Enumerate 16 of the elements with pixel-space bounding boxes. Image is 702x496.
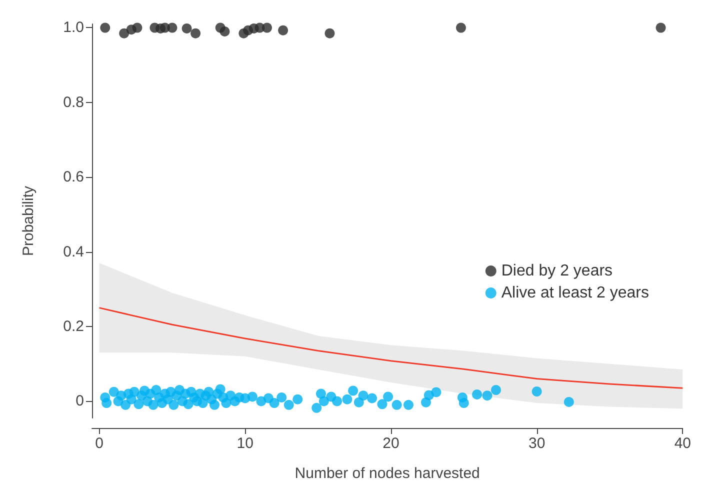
x-tick-label: 10: [236, 435, 254, 452]
y-tick-label: 0.2: [63, 318, 84, 335]
y-tick-label: 0: [76, 392, 84, 410]
y-tick-label: 0.8: [63, 94, 84, 111]
x-tick-label: 20: [382, 435, 400, 452]
x-axis-title: Number of nodes harvested: [294, 465, 480, 482]
legend-label: Alive at least 2 years: [501, 284, 649, 302]
x-tick-label: 40: [674, 435, 691, 452]
y-tick-label: 0.6: [63, 168, 84, 186]
x-tick-label: 0: [95, 435, 104, 452]
legend-label: Died by 2 years: [501, 262, 613, 280]
line-series: [98, 307, 684, 389]
y-axis-title: Probability: [20, 185, 37, 256]
y-tick-label: 1.0: [63, 19, 84, 36]
y-tick-label: 0.4: [63, 243, 84, 260]
x-tick-label: 30: [528, 435, 546, 452]
